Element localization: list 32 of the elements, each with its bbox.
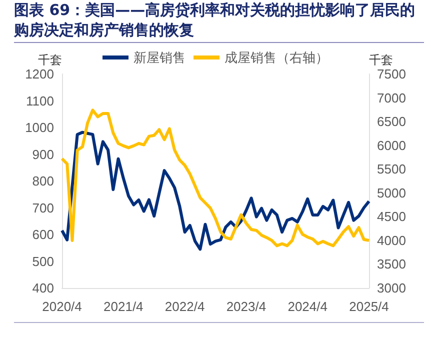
y-tick-label: 1200 [25, 66, 54, 82]
y-tick-label: 700 [32, 200, 54, 216]
y2-tick-label: 4500 [377, 209, 406, 224]
chart-title: 图表 69：美国——高房贷利率和对关税的担忧影响了居民的购房决定和房产销售的恢复 [14, 0, 424, 43]
y2-tick-label: 5000 [377, 185, 406, 200]
y2-tick-label: 7500 [377, 66, 406, 82]
y2-tick-label: 7000 [377, 90, 406, 106]
line-series [60, 108, 370, 248]
y-tick-label: 1000 [25, 120, 54, 135]
y-tick-label: 400 [32, 280, 54, 296]
legend-label: 成屋销售（右轴） [224, 50, 328, 65]
legend-label: 新屋销售 [134, 50, 186, 65]
y2-tick-label: 3000 [377, 280, 406, 296]
y-tick-label: 900 [32, 146, 54, 162]
y2-tick-label: 3500 [377, 256, 406, 272]
y-axis-title: 千套 [38, 53, 62, 67]
x-tick-label: 2020/4 [42, 299, 82, 314]
y2-tick-label: 6500 [377, 114, 406, 130]
y2-tick-label: 5500 [377, 162, 406, 177]
x-tick-label: 2025/4 [349, 299, 389, 314]
x-tick-label: 2024/4 [288, 299, 328, 314]
x-tick-label: 2021/4 [104, 299, 144, 314]
y-tick-label: 800 [32, 174, 54, 188]
y2-tick-label: 4000 [377, 232, 406, 248]
x-tick-label: 2023/4 [226, 299, 266, 314]
y-tick-label: 1100 [26, 93, 54, 108]
line-series [60, 130, 370, 251]
y-tick-label: 600 [32, 227, 54, 242]
x-tick-label: 2022/4 [164, 299, 205, 314]
y2-axis-title: 千套 [369, 53, 393, 67]
y-tick-label: 500 [32, 254, 54, 269]
y2-tick-label: 6000 [377, 138, 406, 153]
